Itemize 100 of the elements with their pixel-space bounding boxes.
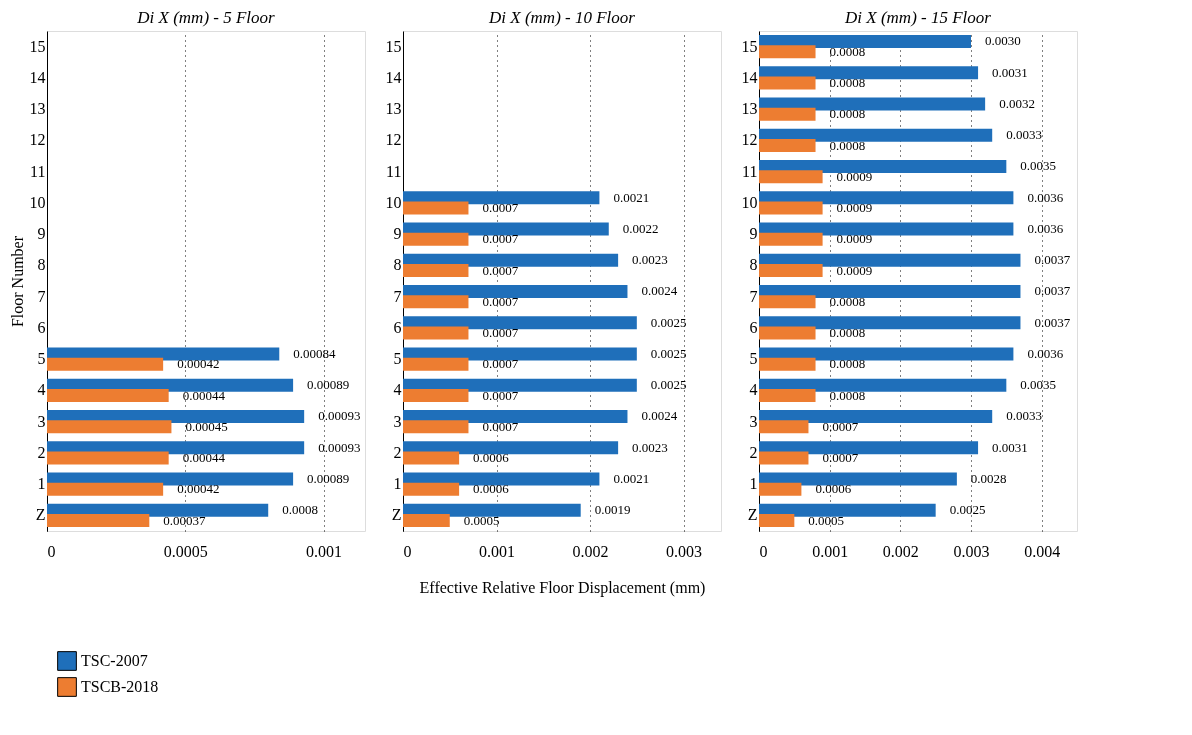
data-label: 0.0009 — [836, 231, 873, 247]
bar — [759, 295, 816, 309]
x-tick-label: 0.001 — [306, 542, 343, 560]
data-label: 0.00042 — [177, 481, 220, 497]
y-tick-label: 1 — [749, 475, 758, 493]
data-label: 0.00089 — [307, 470, 350, 486]
data-label: 0.0007 — [482, 293, 519, 309]
bar — [759, 107, 816, 121]
data-label: 0.0007 — [482, 325, 519, 341]
y-tick-label: 3 — [393, 412, 402, 430]
y-tick-label: 7 — [37, 287, 46, 305]
data-label: 0.00044 — [182, 387, 226, 403]
y-tick-label: Z — [391, 506, 402, 524]
bar — [759, 316, 1021, 330]
y-tick-label: 10 — [385, 193, 402, 211]
data-label: 0.0007 — [482, 231, 519, 247]
data-label: 0.0021 — [613, 189, 650, 205]
y-tick-label: 4 — [37, 381, 46, 399]
y-tick-label: 15 — [29, 37, 46, 55]
data-label: 0.0024 — [641, 408, 678, 424]
x-tick-label: 0.001 — [479, 542, 516, 560]
data-label: 0.0007 — [482, 418, 519, 434]
data-label: 0.0021 — [613, 470, 650, 486]
data-label: 0.0009 — [836, 262, 873, 278]
bar — [759, 170, 823, 184]
data-label: 0.0022 — [622, 220, 659, 236]
y-tick-label: 5 — [37, 350, 46, 368]
bar — [759, 139, 816, 153]
bar — [759, 482, 802, 496]
bar — [759, 34, 971, 48]
y-tick-label: 1 — [37, 475, 46, 493]
y-tick-label: 5 — [393, 350, 402, 368]
bar — [759, 514, 795, 528]
data-label: 0.00089 — [307, 377, 350, 393]
bar — [759, 409, 993, 423]
data-label: 0.0008 — [282, 502, 318, 518]
bar — [759, 222, 1014, 236]
data-label: 0.0035 — [1020, 158, 1057, 174]
y-tick-label: 2 — [393, 443, 402, 461]
chart-title: Di X (mm) - 15 Floor — [844, 8, 992, 27]
data-label: 0.0008 — [829, 356, 866, 372]
data-label: 0.0031 — [992, 439, 1028, 455]
bar — [759, 232, 823, 246]
bar — [759, 97, 986, 111]
data-label: 0.0008 — [829, 137, 866, 153]
data-label: 0.00045 — [185, 418, 228, 434]
bar — [759, 191, 1014, 205]
data-label: 0.0006 — [473, 450, 510, 466]
data-label: 0.0036 — [1027, 189, 1064, 205]
data-label: 0.0035 — [1020, 377, 1057, 393]
y-tick-label: 4 — [393, 381, 402, 399]
legend-label: TSCB-2018 — [81, 678, 159, 695]
y-tick-label: 9 — [749, 225, 758, 243]
bar — [759, 357, 816, 371]
data-label: 0.0006 — [815, 481, 852, 497]
bar — [759, 159, 1007, 173]
data-label: 0.0007 — [822, 450, 859, 466]
y-tick-label: 11 — [742, 162, 758, 180]
bar — [759, 264, 823, 278]
x-tick-label: 0.004 — [1024, 542, 1061, 560]
data-label: 0.0036 — [1027, 220, 1064, 236]
data-label: 0.0008 — [829, 387, 866, 403]
y-tick-label: 2 — [37, 443, 46, 461]
data-label: 0.00042 — [177, 356, 220, 372]
y-tick-label: 3 — [37, 412, 46, 430]
y-tick-label: 15 — [741, 37, 758, 55]
bar — [759, 45, 816, 59]
bar — [759, 378, 1007, 392]
y-tick-label: 14 — [385, 68, 402, 86]
data-label: 0.0025 — [650, 314, 687, 330]
y-tick-label: 10 — [741, 193, 758, 211]
y-tick-label: 14 — [29, 68, 46, 86]
chart-title: Di X (mm) - 5 Floor — [136, 8, 276, 27]
y-tick-label: 6 — [393, 318, 402, 336]
bar — [759, 326, 816, 340]
data-label: 0.0008 — [829, 106, 866, 122]
y-tick-label: Z — [35, 506, 46, 524]
y-axis-title: Floor Number — [8, 235, 26, 328]
bar — [759, 451, 809, 465]
data-label: 0.0037 — [1034, 314, 1071, 330]
data-label: 0.0037 — [1034, 252, 1071, 268]
y-tick-label: 9 — [37, 225, 46, 243]
y-tick-label: 2 — [749, 443, 758, 461]
y-tick-label: 8 — [749, 256, 758, 274]
y-tick-label: 7 — [393, 287, 402, 305]
y-tick-label: 12 — [741, 131, 758, 149]
bar — [759, 389, 816, 403]
x-tick-label: 0.002 — [882, 542, 919, 560]
chart-title: Di X (mm) - 10 Floor — [488, 8, 636, 27]
data-label: 0.0019 — [594, 502, 631, 518]
data-label: 0.0005 — [808, 512, 845, 528]
y-tick-label: 14 — [741, 68, 758, 86]
bar — [759, 472, 957, 486]
data-label: 0.00037 — [163, 512, 207, 528]
data-label: 0.0030 — [985, 33, 1021, 49]
y-tick-label: 8 — [393, 256, 402, 274]
x-tick-label: 0 — [47, 542, 56, 560]
legend-label: TSC-2007 — [81, 652, 148, 669]
data-label: 0.0033 — [1006, 408, 1042, 424]
data-label: 0.0036 — [1027, 345, 1064, 361]
